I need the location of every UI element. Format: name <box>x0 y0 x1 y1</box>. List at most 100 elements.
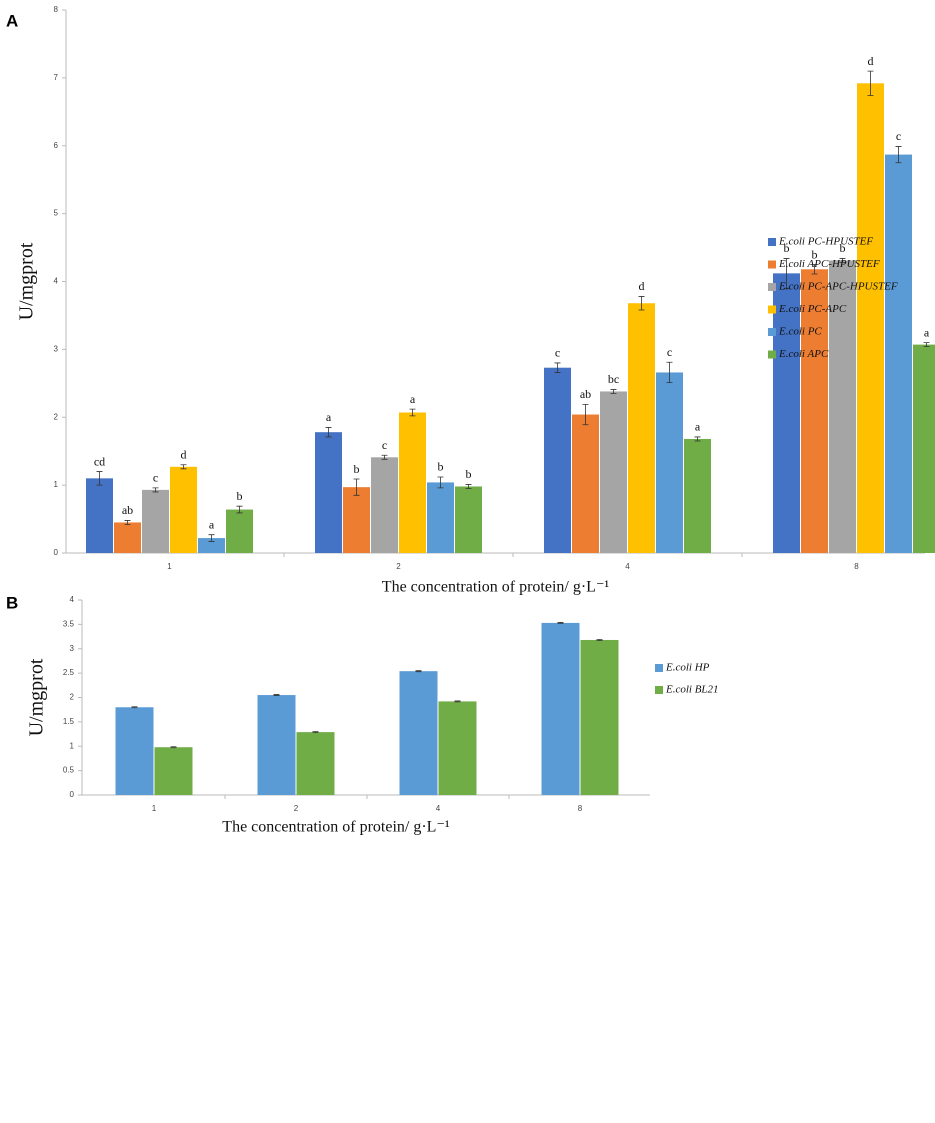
panel-label: A <box>6 11 18 30</box>
bar <box>198 538 225 553</box>
significance-label: b <box>812 247 818 261</box>
legend-swatch <box>768 238 776 246</box>
significance-label: c <box>667 345 672 359</box>
error-bar <box>783 258 790 289</box>
error-bar <box>694 436 701 442</box>
significance-label: c <box>555 346 560 360</box>
x-axis-label: The concentration of protein/ g·L⁻¹ <box>222 819 450 836</box>
significance-label: a <box>410 392 416 406</box>
y-tick-label: 0 <box>70 790 75 799</box>
legend-swatch <box>768 328 776 336</box>
error-bar <box>131 706 138 709</box>
legend-swatch <box>768 350 776 359</box>
significance-label: b <box>237 489 243 503</box>
error-bar <box>325 427 332 438</box>
legend-swatch <box>655 686 663 694</box>
bar <box>773 273 800 553</box>
y-tick-label: 7 <box>54 73 59 82</box>
y-tick-label: 8 <box>54 5 59 14</box>
bar <box>427 482 454 553</box>
error-bar <box>638 296 645 311</box>
error-bar <box>353 478 360 496</box>
error-bar <box>839 258 846 263</box>
y-tick-label: 1.5 <box>63 717 75 726</box>
error-bar <box>554 362 561 373</box>
error-bar <box>465 484 472 489</box>
y-tick-label: 2.5 <box>63 668 75 677</box>
x-tick-label: 2 <box>396 562 401 571</box>
legend-label: E.coli HP <box>665 662 710 674</box>
error-bar <box>96 471 103 486</box>
bar <box>544 367 571 553</box>
x-tick-label: 8 <box>854 562 859 571</box>
error-bar <box>867 70 874 96</box>
legend-label: E.coli PC-APC-HPUSTEF <box>778 281 898 293</box>
y-tick-label: 3.5 <box>63 619 75 628</box>
error-bar <box>312 731 319 733</box>
bar <box>399 671 438 795</box>
significance-label: a <box>924 325 930 339</box>
bar <box>885 154 912 554</box>
legend-label: E.coli APC-HPUSTEF <box>778 258 880 270</box>
bar <box>115 707 154 795</box>
error-bar <box>811 264 818 275</box>
legend-label: E.coli APC <box>778 348 829 360</box>
legend-label: E.coli BL21 <box>665 684 719 696</box>
legend-label: E.coli PC-APC <box>778 303 847 315</box>
error-bar <box>381 454 388 460</box>
y-tick-label: 2 <box>70 693 75 702</box>
significance-label: ab <box>122 503 133 517</box>
bar <box>343 487 370 553</box>
error-bar <box>923 342 930 348</box>
bar <box>455 486 482 553</box>
bar <box>257 695 296 795</box>
bar <box>572 414 599 553</box>
significance-label: ab <box>580 387 591 401</box>
significance-label: b <box>840 241 846 255</box>
legend-swatch <box>768 283 776 291</box>
significance-label: a <box>695 420 701 434</box>
bar <box>656 372 683 553</box>
bar <box>438 701 477 795</box>
significance-label: c <box>896 129 901 143</box>
y-tick-label: 2 <box>54 412 59 421</box>
error-bar <box>437 476 444 489</box>
bar <box>801 269 828 553</box>
bar <box>600 391 627 553</box>
y-tick-label: 6 <box>54 141 59 150</box>
significance-label: a <box>209 517 215 531</box>
significance-label: c <box>153 471 158 485</box>
y-axis-label: U/mgprot <box>26 658 48 736</box>
x-axis-label: The concentration of protein/ g·L⁻¹ <box>382 579 610 596</box>
y-tick-label: 5 <box>54 209 59 218</box>
error-bar <box>152 487 159 493</box>
y-axis-label: U/mgprot <box>16 242 38 320</box>
y-tick-label: 1 <box>70 741 75 750</box>
significance-label: c <box>382 438 387 452</box>
panel-label: B <box>6 593 18 612</box>
x-tick-label: 1 <box>167 562 172 571</box>
error-bar <box>236 505 243 514</box>
significance-label: d <box>868 54 874 68</box>
significance-label: b <box>466 467 472 481</box>
legend-label: E.coli PC <box>778 326 822 338</box>
error-bar <box>208 534 215 542</box>
significance-label: cd <box>94 454 105 468</box>
legend-label: E.coli PC-HPUSTEF <box>778 236 873 248</box>
error-bar <box>124 520 131 525</box>
y-tick-label: 0.5 <box>63 766 75 775</box>
significance-label: a <box>326 410 332 424</box>
significance-label: bc <box>608 372 619 386</box>
error-bar <box>454 700 461 703</box>
error-bar <box>557 622 564 624</box>
y-tick-label: 3 <box>70 644 75 653</box>
significance-label: d <box>639 279 645 293</box>
bar <box>170 466 197 553</box>
error-bar <box>610 389 617 394</box>
x-tick-label: 8 <box>578 804 583 813</box>
legend-swatch <box>768 305 776 314</box>
x-tick-label: 4 <box>625 562 630 571</box>
y-tick-label: 4 <box>54 277 59 286</box>
bar <box>541 622 580 795</box>
